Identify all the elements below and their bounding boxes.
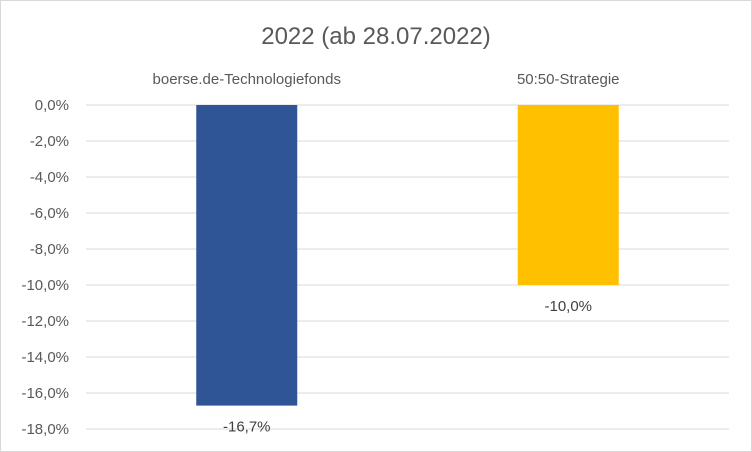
bar <box>517 105 619 285</box>
data-label: -16,7% <box>223 419 271 436</box>
category-label: boerse.de-Technologiefonds <box>153 71 341 88</box>
y-tick-label: -10,0% <box>21 277 69 294</box>
chart-title: 2022 (ab 28.07.2022) <box>261 23 491 50</box>
y-tick-label: -4,0% <box>30 169 69 186</box>
y-tick-label: -2,0% <box>30 133 69 150</box>
y-tick-label: -12,0% <box>21 313 69 330</box>
category-label: 50:50-Strategie <box>517 71 620 88</box>
y-tick-label: -18,0% <box>21 421 69 438</box>
y-tick-label: -14,0% <box>21 349 69 366</box>
bar <box>196 105 298 406</box>
y-tick-label: -16,0% <box>21 385 69 402</box>
y-tick-label: -6,0% <box>30 205 69 222</box>
y-tick-label: -8,0% <box>30 241 69 258</box>
y-tick-label: 0,0% <box>35 97 69 114</box>
data-label: -10,0% <box>544 298 592 315</box>
